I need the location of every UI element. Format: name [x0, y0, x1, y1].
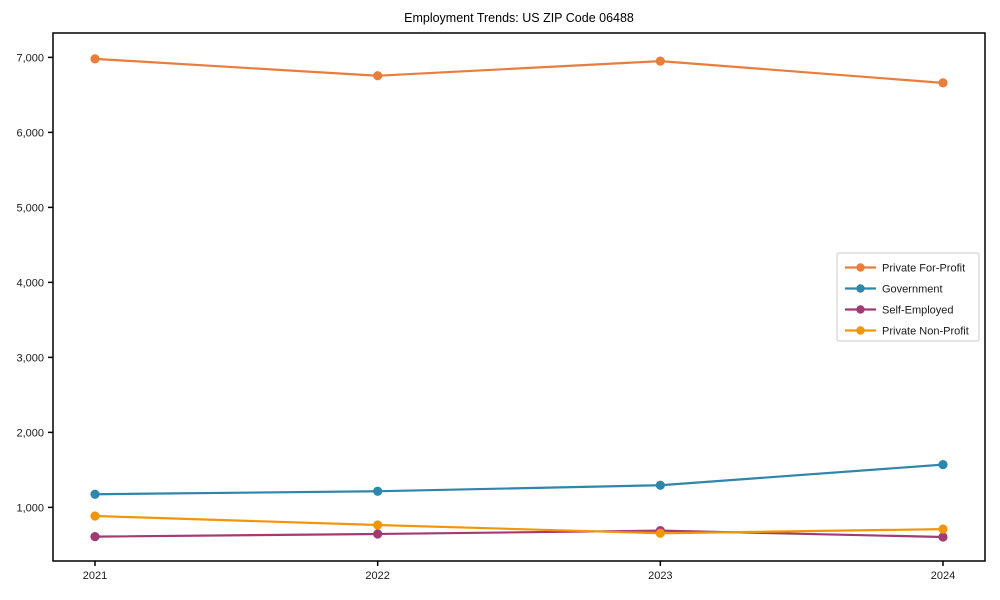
- series-line-self-employed: [94, 529, 944, 539]
- series-line-private-for-profit: [94, 57, 944, 84]
- legend-marker-government: [856, 284, 865, 293]
- series-point-self-employed: [938, 532, 948, 542]
- chart-title: Employment Trends: US ZIP Code 06488: [404, 11, 634, 25]
- x-tick-label: 2021: [83, 570, 107, 582]
- legend-box: [836, 252, 980, 342]
- series-point-private-for-profit: [90, 54, 100, 64]
- series-point-private-non-profit: [373, 520, 383, 530]
- series-point-private-non-profit: [90, 511, 100, 521]
- series-point-private-non-profit: [655, 528, 665, 538]
- y-tick-label: 7,000: [16, 52, 44, 64]
- legend-marker-private-for-profit: [856, 263, 865, 272]
- series-point-government: [90, 489, 100, 499]
- legend-marker-private-non-profit: [856, 326, 865, 335]
- plot-frame: [52, 32, 986, 562]
- x-tick-label: 2024: [931, 570, 955, 582]
- legend-label-self-employed: Self-Employed: [882, 305, 954, 317]
- x-tick-label: 2022: [365, 570, 389, 582]
- series-line-private-non-profit: [94, 514, 944, 535]
- series-point-government: [373, 486, 383, 496]
- y-tick-label: 1,000: [16, 502, 44, 514]
- y-tick-label: 5,000: [16, 202, 44, 214]
- series-point-private-for-profit: [938, 78, 948, 88]
- y-tick-label: 6,000: [16, 127, 44, 139]
- series-point-self-employed: [373, 529, 383, 539]
- y-tick-label: 4,000: [16, 277, 44, 289]
- legend-marker-self-employed: [856, 305, 865, 314]
- x-tick-label: 2023: [648, 570, 672, 582]
- series-point-private-non-profit: [938, 524, 948, 534]
- plot-area: 1,000 2,000 3,000 4,000 5,000 6,000 7,000 2021 2…: [16, 32, 986, 582]
- legend-label-private-non-profit: Private Non-Profit: [882, 326, 969, 338]
- series-point-self-employed: [90, 532, 100, 542]
- legend-label-government: Government: [882, 284, 943, 296]
- series-point-government: [938, 460, 948, 470]
- y-tick-label: 3,000: [16, 352, 44, 364]
- series-point-government: [655, 480, 665, 490]
- y-tick-label: 2,000: [16, 427, 44, 439]
- series-line-government: [94, 463, 944, 496]
- legend-label-private-for-profit: Private For-Profit: [882, 263, 965, 275]
- series-point-private-for-profit: [373, 71, 383, 81]
- series-point-private-for-profit: [655, 56, 665, 66]
